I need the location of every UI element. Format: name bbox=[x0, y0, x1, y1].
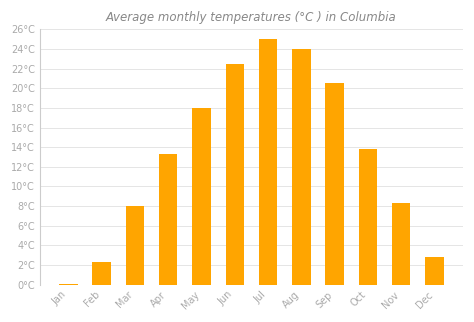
Bar bbox=[425, 257, 444, 285]
Bar bbox=[192, 108, 210, 285]
Bar bbox=[392, 203, 410, 285]
Bar bbox=[226, 64, 244, 285]
Bar bbox=[92, 262, 111, 285]
Bar bbox=[292, 49, 310, 285]
Bar bbox=[159, 154, 177, 285]
Bar bbox=[59, 284, 78, 285]
Bar bbox=[359, 149, 377, 285]
Bar bbox=[326, 83, 344, 285]
Title: Average monthly temperatures (°C ) in Columbia: Average monthly temperatures (°C ) in Co… bbox=[106, 11, 397, 24]
Bar bbox=[259, 39, 277, 285]
Bar bbox=[126, 206, 144, 285]
